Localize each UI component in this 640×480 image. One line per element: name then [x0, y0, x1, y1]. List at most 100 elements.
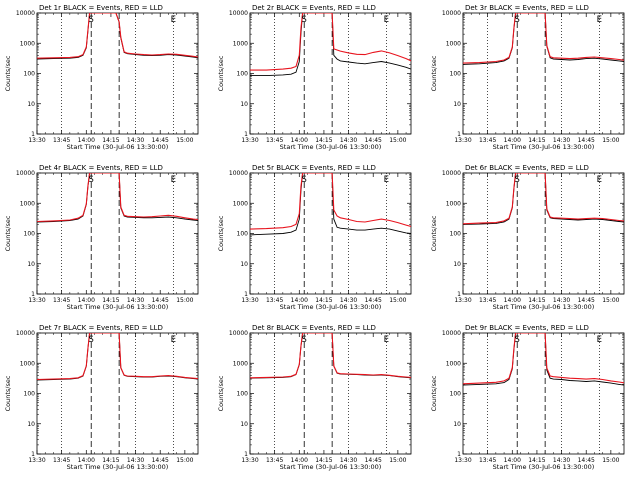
x-tick-label: 14:45	[578, 137, 595, 144]
y-tick-label: 10000	[442, 10, 461, 17]
x-tick-label: 13:30	[28, 297, 45, 304]
x-tick-label: 14:15	[315, 457, 332, 464]
x-tick-label: 14:15	[102, 297, 119, 304]
series-line-lld	[463, 13, 624, 64]
chart-title: Det 6r BLACK = Events, RED = LLD	[465, 164, 589, 172]
x-tick-label: 13:45	[53, 297, 70, 304]
y-tick-label: 1000	[233, 200, 248, 207]
time-marker-s: S	[89, 15, 94, 25]
y-tick-label: 100	[24, 71, 36, 78]
x-tick-label: 15:00	[176, 137, 193, 144]
y-tick-label: 100	[24, 391, 36, 398]
plot-frame	[249, 12, 412, 135]
x-tick-label: 14:30	[553, 137, 570, 144]
x-tick-label: 14:00	[291, 297, 308, 304]
x-tick-label: 14:15	[315, 297, 332, 304]
chart-panel-8: Det 8r BLACK = Events, RED = LLD Counts/s…	[217, 324, 412, 471]
series-line-lld	[250, 173, 411, 230]
y-tick-label: 10000	[229, 10, 248, 17]
y-tick-label: 10000	[442, 330, 461, 337]
x-tick-label: 14:45	[152, 137, 169, 144]
y-tick-label: 1	[457, 291, 461, 298]
x-tick-label: 14:00	[504, 137, 521, 144]
series-line-lld	[463, 333, 624, 385]
y-tick-label: 1000	[446, 360, 461, 367]
plot-frame	[249, 332, 412, 455]
chart-title: Det 7r BLACK = Events, RED = LLD	[39, 324, 163, 332]
plot-frame	[36, 332, 199, 455]
y-tick-label: 10000	[16, 10, 35, 17]
y-tick-label: 10	[240, 101, 248, 108]
chart-panel-7: Det 7r BLACK = Events, RED = LLD Counts/s…	[4, 324, 199, 471]
x-tick-label: 14:30	[553, 297, 570, 304]
time-marker-e: E	[384, 175, 389, 185]
y-axis-label: Counts/sec	[430, 215, 438, 251]
y-tick-label: 1	[31, 451, 35, 458]
time-marker-e: E	[597, 335, 602, 345]
x-tick-label: 15:00	[389, 457, 406, 464]
x-axis-label: Start Time (30-Jul-06 13:30:00)	[493, 303, 595, 311]
time-marker-s: S	[515, 335, 520, 345]
chart-title: Det 2r BLACK = Events, RED = LLD	[252, 4, 376, 12]
x-tick-label: 14:15	[315, 137, 332, 144]
x-tick-label: 14:15	[102, 137, 119, 144]
x-tick-label: 13:45	[53, 457, 70, 464]
time-marker-s: S	[302, 15, 307, 25]
x-tick-label: 13:45	[53, 137, 70, 144]
y-tick-label: 100	[237, 71, 249, 78]
x-tick-label: 14:45	[578, 457, 595, 464]
x-tick-label: 14:00	[504, 297, 521, 304]
y-axis-label: Counts/sec	[430, 55, 438, 91]
plot-series-group	[37, 13, 198, 60]
x-axis-label: Start Time (30-Jul-06 13:30:00)	[67, 143, 169, 151]
plot-series-group	[463, 13, 624, 65]
y-axis-label: Counts/sec	[217, 55, 225, 91]
x-tick-label: 14:15	[528, 137, 545, 144]
plot-frame	[36, 12, 199, 135]
plot-frame	[462, 172, 625, 295]
time-marker-e: E	[597, 15, 602, 25]
x-axis-label: Start Time (30-Jul-06 13:30:00)	[280, 303, 382, 311]
series-line-lld	[250, 333, 411, 379]
x-tick-label: 14:00	[78, 297, 95, 304]
y-tick-label: 100	[450, 391, 462, 398]
x-tick-label: 13:30	[241, 137, 258, 144]
x-tick-label: 13:30	[241, 297, 258, 304]
x-tick-label: 14:45	[365, 457, 382, 464]
plot-series-group	[463, 333, 624, 386]
y-tick-label: 100	[237, 391, 249, 398]
y-tick-label: 100	[450, 71, 462, 78]
x-tick-label: 14:45	[365, 137, 382, 144]
y-tick-label: 10000	[229, 170, 248, 177]
time-marker-e: E	[171, 335, 176, 345]
time-marker-s: S	[89, 335, 94, 345]
x-tick-label: 15:00	[602, 137, 619, 144]
y-tick-label: 1000	[20, 200, 35, 207]
x-tick-label: 14:30	[340, 297, 357, 304]
y-tick-label: 10	[240, 261, 248, 268]
x-tick-label: 14:30	[340, 137, 357, 144]
y-tick-label: 1	[31, 291, 35, 298]
series-line-lld	[463, 173, 624, 225]
chart-panel-5: Det 5r BLACK = Events, RED = LLD Counts/s…	[217, 164, 412, 311]
y-tick-label: 10	[27, 101, 35, 108]
x-tick-label: 13:45	[479, 457, 496, 464]
y-tick-label: 1000	[233, 360, 248, 367]
x-tick-label: 14:15	[102, 457, 119, 464]
y-tick-label: 10	[27, 261, 35, 268]
x-tick-label: 14:15	[528, 457, 545, 464]
chart-panel-6: Det 6r BLACK = Events, RED = LLD Counts/s…	[430, 164, 625, 311]
y-tick-label: 100	[450, 231, 462, 238]
chart-panel-1: Det 1r BLACK = Events, RED = LLD Counts/s…	[4, 4, 199, 151]
time-marker-s: S	[89, 175, 94, 185]
chart-panel-4: Det 4r BLACK = Events, RED = LLD Counts/s…	[4, 164, 199, 311]
plot-series-group	[37, 333, 198, 381]
x-tick-label: 13:30	[28, 457, 45, 464]
x-axis-label: Start Time (30-Jul-06 13:30:00)	[493, 463, 595, 471]
y-tick-label: 1000	[233, 40, 248, 47]
y-tick-label: 10	[27, 421, 35, 428]
x-tick-label: 14:30	[127, 457, 144, 464]
x-tick-label: 14:00	[78, 137, 95, 144]
x-axis-label: Start Time (30-Jul-06 13:30:00)	[280, 463, 382, 471]
